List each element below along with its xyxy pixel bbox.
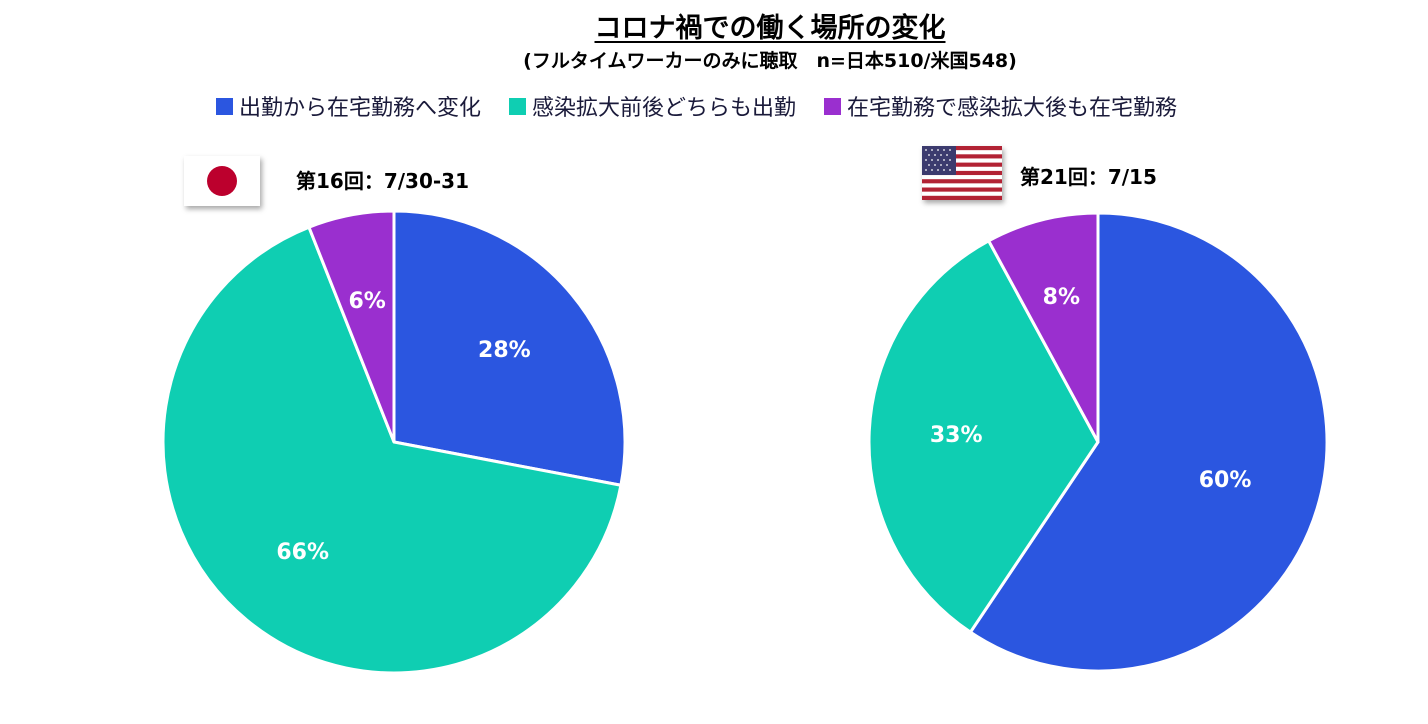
legend-label: 感染拡大前後どちらも出勤	[532, 96, 797, 121]
chart-title-text: コロナ禍での働く場所の変化	[594, 13, 946, 44]
slice-data-label: 8%	[1043, 285, 1080, 310]
pie-slice-2	[987, 211, 1100, 444]
legend-label: 出勤から在宅勤務へ変化	[239, 96, 482, 121]
chart-subtitle: (フルタイムワーカーのみに聴取 n=日本510/米国548)	[523, 50, 1017, 72]
legend-item-remote-both: 在宅勤務で感染拡大後も在宅勤務	[824, 90, 1177, 122]
pie-slice-0	[968, 211, 1329, 673]
japan-flag-icon	[184, 156, 260, 206]
pie-usa: 60% 33% 8%	[867, 211, 1329, 673]
pie-slice-2	[307, 209, 396, 444]
pie-japan: 28% 66% 6%	[161, 209, 627, 675]
slice-data-label: 66%	[276, 540, 329, 565]
legend-swatch	[509, 97, 527, 115]
legend-item-office-both: 感染拡大前後どちらも出勤	[509, 90, 796, 122]
slice-data-label: 6%	[348, 289, 385, 314]
pie-title-japan: 第16回：7/30-31	[296, 169, 470, 193]
usa-flag-icon	[922, 146, 1002, 200]
slice-data-label: 33%	[930, 423, 983, 448]
pie-slice-1	[161, 225, 623, 675]
pie-title-usa: 第21回：7/15	[1020, 165, 1157, 189]
slice-data-label: 28%	[478, 338, 531, 363]
slice-data-label: 60%	[1199, 468, 1252, 493]
legend-item-office-to-remote: 出勤から在宅勤務へ変化	[216, 90, 481, 122]
legend-swatch	[216, 97, 233, 115]
legend-swatch	[824, 97, 842, 115]
pie-slice-0	[392, 209, 627, 487]
legend: 出勤から在宅勤務へ変化 感染拡大前後どちらも出勤 在宅勤務で感染拡大後も在宅勤務	[216, 90, 1205, 122]
chart-title: コロナ禍での働く場所の変化	[0, 6, 1428, 45]
legend-label: 在宅勤務で感染拡大後も在宅勤務	[847, 96, 1178, 121]
